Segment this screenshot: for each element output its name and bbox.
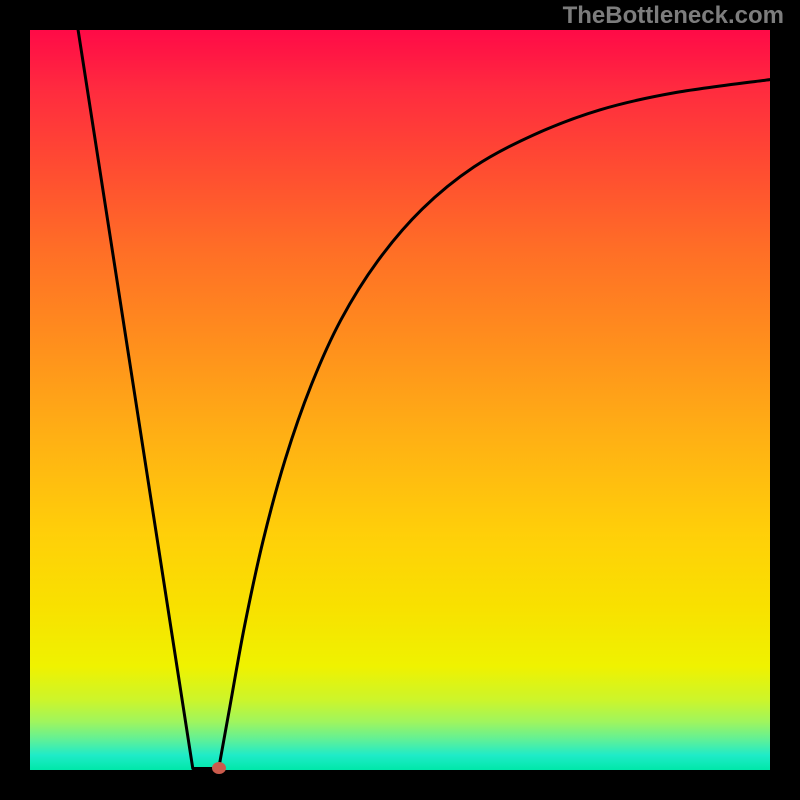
watermark-text: TheBottleneck.com <box>563 2 784 30</box>
plot-area <box>30 30 770 770</box>
bottleneck-curve <box>30 30 770 770</box>
bottleneck-marker <box>212 762 226 774</box>
